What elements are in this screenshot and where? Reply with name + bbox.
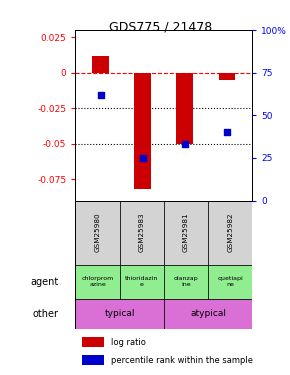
- Bar: [82, 337, 104, 346]
- Bar: [177, 73, 193, 144]
- Text: typical: typical: [104, 309, 135, 318]
- Bar: [75, 299, 164, 328]
- Text: olanzap
ine: olanzap ine: [174, 276, 198, 287]
- Text: other: other: [32, 309, 59, 319]
- Bar: [208, 201, 252, 265]
- Text: GSM25983: GSM25983: [139, 213, 145, 252]
- Bar: [75, 201, 119, 265]
- Bar: [164, 201, 208, 265]
- Point: [140, 155, 145, 161]
- Text: GDS775 / 21478: GDS775 / 21478: [109, 21, 213, 34]
- Bar: [82, 356, 104, 365]
- Bar: [92, 56, 109, 73]
- Text: log ratio: log ratio: [111, 338, 146, 347]
- Text: thioridazin
e: thioridazin e: [125, 276, 158, 287]
- Text: GSM25981: GSM25981: [183, 213, 189, 252]
- Text: GSM25982: GSM25982: [227, 213, 233, 252]
- Text: chlorprom
azine: chlorprom azine: [81, 276, 114, 287]
- Bar: [164, 299, 252, 328]
- Point: [183, 141, 187, 147]
- Point: [225, 129, 229, 135]
- Text: percentile rank within the sample: percentile rank within the sample: [111, 356, 253, 365]
- Text: agent: agent: [30, 277, 59, 287]
- Text: atypical: atypical: [190, 309, 226, 318]
- Bar: [119, 201, 164, 265]
- Bar: [119, 265, 164, 299]
- Point: [98, 92, 103, 98]
- Text: quetiapi
ne: quetiapi ne: [217, 276, 243, 287]
- Bar: [134, 73, 151, 189]
- Bar: [219, 73, 235, 80]
- Bar: [164, 265, 208, 299]
- Text: GSM25980: GSM25980: [95, 213, 101, 252]
- Bar: [75, 265, 119, 299]
- Bar: [208, 265, 252, 299]
